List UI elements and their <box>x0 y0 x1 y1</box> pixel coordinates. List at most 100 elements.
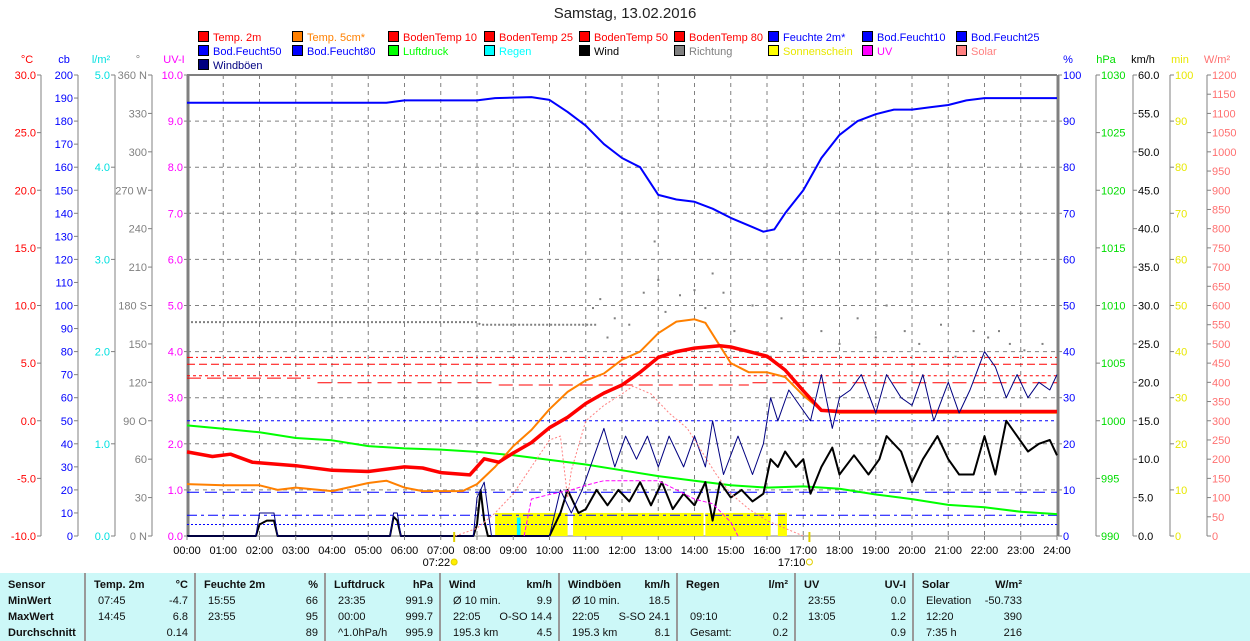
stat-value: 8.1 <box>654 627 670 639</box>
axis-unit-label: cb <box>58 54 70 66</box>
axis-tick-label: 1010 <box>1101 301 1125 313</box>
axis-tick-label: 995 <box>1101 473 1119 485</box>
axis-tick-label: 250 <box>1212 435 1230 447</box>
direction-point <box>599 298 602 301</box>
legend-swatch <box>674 45 685 56</box>
x-tick-label: 12:00 <box>608 545 636 557</box>
legend-item: Bod.Feucht10 <box>862 31 946 44</box>
column-divider <box>324 573 326 641</box>
stat-value: 0.2 <box>772 611 788 623</box>
axis-tick-label: 450 <box>1212 358 1230 370</box>
stat-time: Ø 10 min. <box>572 595 620 607</box>
direction-point <box>722 291 725 294</box>
axis-tick-label: 1000 <box>1212 147 1236 159</box>
stats-table: Sensor Temp. 2m °C Feuchte 2m% Luftdruck hPa W… <box>0 573 1250 641</box>
legend-label: BodenTemp 25 <box>499 32 573 44</box>
legend-item: Temp. 5cm* <box>292 31 365 44</box>
axis-tick-label: 40 <box>1063 347 1075 359</box>
legend-label: Sonnenschein <box>783 46 853 58</box>
row-label: Durchschnitt <box>8 627 76 639</box>
axis-tick-label: 700 <box>1212 262 1230 274</box>
axis-tick-label: 40 <box>61 439 73 451</box>
stat-time: ^1.0hPa/h <box>338 627 388 639</box>
column-header: Luftdruck <box>334 579 385 591</box>
stat-value: -50.733 <box>984 595 1022 607</box>
column-header: Solar <box>922 579 950 591</box>
legend-label: UV <box>877 46 893 58</box>
axis-tick-label: 60 <box>135 454 147 466</box>
legend-swatch <box>198 45 209 56</box>
axis-unit-label: W/m² <box>1204 54 1231 66</box>
x-tick-label: 21:00 <box>934 545 962 557</box>
stat-time: Gesamt: <box>690 627 732 639</box>
row-label: MaxWert <box>8 611 54 623</box>
axis-tick-label: 100 <box>1063 70 1081 82</box>
stat-value: 0.14 <box>166 627 188 639</box>
axis-tick-label: 20 <box>1063 439 1075 451</box>
axis-tick-label: 170 <box>55 139 73 151</box>
legend-swatch <box>768 45 779 56</box>
axis-tick-label: 150 <box>129 339 147 351</box>
axis-tick-label: 30 <box>61 462 73 474</box>
direction-point <box>1008 342 1011 345</box>
stat-time: 12:20 <box>926 611 954 623</box>
stat-value: 995.9 <box>405 627 433 639</box>
axis-tick-label: 50 <box>1175 301 1187 313</box>
axis-tick-label: 70 <box>61 370 73 382</box>
axis-tick-label: 60 <box>61 393 73 405</box>
stat-value: 95 <box>305 611 318 623</box>
x-tick-label: 05:00 <box>354 545 382 557</box>
axis-tick-label: 30 <box>1063 393 1075 405</box>
axis-tick-label: 190 <box>55 93 73 105</box>
stat-time: 195.3 km <box>453 627 499 639</box>
axis-tick-label: 750 <box>1212 243 1230 255</box>
stat-time: 15:55 <box>208 595 236 607</box>
direction-point <box>820 330 823 333</box>
axis-tick-label: 90 <box>1175 116 1187 128</box>
legend-swatch <box>768 31 779 42</box>
axis-tick-label: 350 <box>1212 397 1230 409</box>
direction-point <box>856 317 859 320</box>
legend-label: Bod.Feucht10 <box>877 32 946 44</box>
x-tick-label: 19:00 <box>862 545 890 557</box>
legend-swatch <box>956 31 967 42</box>
axis-tick-label: 1.0 <box>168 485 183 497</box>
legend-label: Luftdruck <box>403 46 449 58</box>
axis-tick-label: 60 <box>1175 254 1187 266</box>
axis-tick-label: 950 <box>1212 166 1230 178</box>
direction-point <box>987 336 990 339</box>
legend-swatch <box>292 45 303 56</box>
legend-item: UV <box>862 45 892 58</box>
axis-tick-label: 0 <box>1212 531 1218 543</box>
axis-tick-label: 400 <box>1212 377 1230 389</box>
legend-item: Windböen <box>198 59 263 72</box>
axis-unit-label: km/h <box>1131 54 1155 66</box>
stat-time: Elevation <box>926 595 972 607</box>
legend-item: Bod.Feucht50 <box>198 45 282 58</box>
axis-tick-label: 50 <box>1212 512 1224 524</box>
column-unit: l/m² <box>768 579 788 591</box>
x-tick-label: 24:00 <box>1043 545 1071 557</box>
legend-label: Richtung <box>689 46 733 58</box>
direction-point <box>940 323 942 326</box>
axis-unit-label: °C <box>21 54 33 66</box>
axis-tick-label: 140 <box>55 208 73 220</box>
sunshine-bar <box>573 512 704 536</box>
axis-tick-label: 0.0 <box>1138 531 1153 543</box>
direction-point <box>918 342 921 345</box>
legend-label: Windböen <box>213 60 263 72</box>
stat-time: 23:55 <box>808 595 836 607</box>
legend-swatch <box>579 31 590 42</box>
chart-title: Samstag, 13.02.2016 <box>553 5 697 22</box>
axis-tick-label: 1025 <box>1101 128 1125 140</box>
stat-time: 7:35 h <box>926 627 957 639</box>
axis-unit-label: min <box>1171 54 1189 66</box>
axis-tick-label: 0.0 <box>168 531 183 543</box>
legend-label: BodenTemp 80 <box>689 32 763 44</box>
axis-tick-label: 10.0 <box>15 301 36 313</box>
legend-swatch <box>956 45 967 56</box>
axis-tick-label: 7.0 <box>168 208 183 220</box>
axis-tick-label: 1150 <box>1212 89 1236 101</box>
column-header: Feuchte 2m <box>204 579 266 591</box>
column-divider <box>194 573 196 641</box>
